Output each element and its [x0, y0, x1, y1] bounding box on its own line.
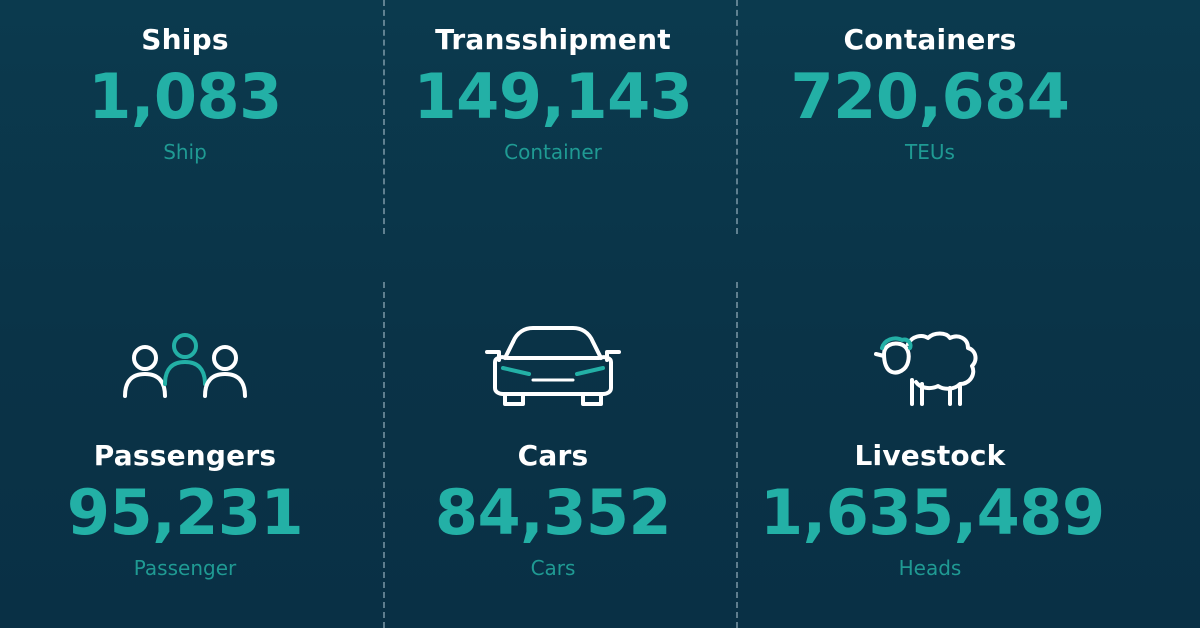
stat-value: 149,143	[413, 60, 693, 133]
stat-value: 95,231	[66, 476, 304, 549]
stat-title: Passengers	[93, 439, 277, 472]
stat-title: Livestock	[854, 439, 1006, 472]
stat-ships: Ships 1,083 Ship	[15, 23, 355, 165]
stat-transshipment: Transshipment 149,143 Container	[383, 23, 723, 165]
stat-title: Containers	[843, 23, 1017, 56]
passengers-icon	[105, 318, 265, 408]
stat-unit: TEUs	[905, 140, 955, 164]
stat-containers: Containers 720,684 TEUs	[760, 23, 1100, 165]
stat-value: 84,352	[434, 476, 672, 549]
stat-title: Cars	[517, 439, 589, 472]
stat-title: Transshipment	[435, 23, 671, 56]
stat-unit: Passenger	[133, 556, 237, 580]
stat-value: 1,083	[88, 60, 282, 133]
stat-cars: Cars 84,352 Cars	[383, 439, 723, 581]
column-divider	[383, 0, 385, 234]
stat-value: 1,635,489	[760, 476, 1105, 549]
stat-unit: Ship	[163, 140, 207, 164]
car-icon	[473, 318, 633, 408]
stat-title: Ships	[141, 23, 229, 56]
stat-value: 720,684	[790, 60, 1070, 133]
column-divider	[736, 0, 738, 234]
column-divider	[383, 282, 385, 628]
column-divider	[736, 282, 738, 628]
sheep-icon	[850, 318, 1010, 408]
stat-livestock: Livestock 1,635,489 Heads	[760, 439, 1105, 581]
stat-unit: Heads	[898, 556, 962, 580]
stat-unit: Cars	[530, 556, 576, 580]
stat-unit: Container	[504, 140, 602, 164]
stat-passengers: Passengers 95,231 Passenger	[15, 439, 355, 581]
